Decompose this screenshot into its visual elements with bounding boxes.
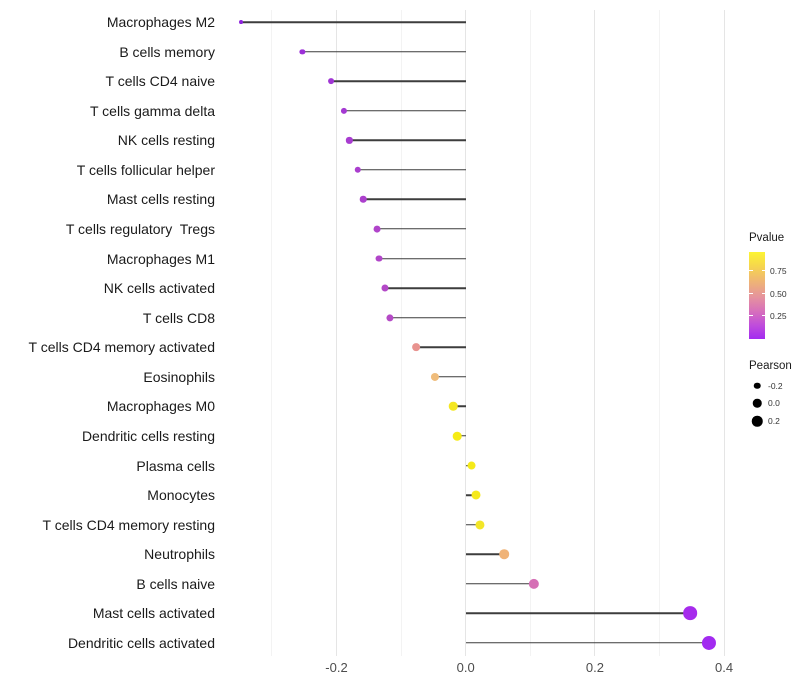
lollipop-dot	[475, 520, 485, 530]
pearson-legend-label: -0.2	[768, 380, 783, 391]
lollipop-stem	[390, 316, 466, 319]
gridline-minor	[659, 10, 660, 656]
lollipop-dot	[471, 490, 481, 500]
category-label: B cells memory	[119, 43, 215, 60]
lollipop-dot	[346, 137, 353, 144]
lollipop-stem	[357, 169, 466, 171]
lollipop-dot	[702, 635, 717, 651]
lollipop-dot	[430, 372, 439, 381]
gridline-minor	[400, 10, 402, 656]
category-label: Macrophages M1	[106, 250, 215, 267]
category-label: NK cells resting	[117, 132, 215, 149]
lollipop-stem	[465, 612, 690, 615]
lollipop-dot	[327, 78, 334, 85]
category-label: B cells naive	[136, 575, 215, 592]
lollipop-stem	[349, 139, 466, 142]
x-tick-label: -0.2	[325, 660, 348, 675]
pearson-legend-title: Pearson	[749, 360, 792, 372]
colorbar-tick	[749, 270, 753, 272]
pearson-legend-dot	[753, 382, 761, 389]
lollipop-stem	[465, 523, 480, 526]
x-tick-label: 0.0	[456, 660, 475, 675]
gridline-minor	[529, 10, 531, 656]
category-label: Macrophages M2	[106, 14, 215, 30]
category-label: Plasma cells	[136, 457, 215, 474]
category-label: Eosinophils	[143, 368, 215, 385]
lollipop-stem	[379, 257, 466, 260]
pearson-legend-label: 0.2	[768, 415, 780, 426]
lollipop-dot	[452, 431, 462, 441]
x-tick-label: 0.4	[715, 660, 734, 675]
lollipop-dot	[354, 166, 362, 174]
colorbar-tick	[761, 270, 765, 272]
gridline-major	[594, 10, 596, 656]
lollipop-stem	[465, 553, 505, 556]
colorbar-tick	[749, 292, 753, 294]
lollipop-stem	[415, 346, 466, 349]
pvalue-colorbar	[749, 252, 765, 339]
lollipop-dot	[449, 402, 458, 411]
lollipop-stem	[384, 287, 466, 289]
pvalue-tick-label: 0.25	[770, 310, 787, 321]
category-label: T cells CD4 memory activated	[28, 339, 215, 356]
colorbar-tick	[749, 315, 753, 317]
category-label: T cells regulatory Tregs	[65, 220, 215, 237]
lollipop-dot	[375, 255, 383, 263]
lollipop-dot	[238, 20, 243, 24]
category-label: Mast cells resting	[106, 191, 215, 208]
lollipop-dot	[381, 284, 389, 292]
pvalue-tick-label: 0.50	[770, 288, 787, 299]
lollipop-stem	[465, 494, 477, 496]
pvalue-tick-label: 0.75	[770, 265, 787, 276]
colorbar-tick	[761, 315, 765, 317]
category-label: Dendritic cells activated	[67, 634, 215, 651]
x-tick-label: 0.2	[585, 660, 604, 675]
category-label: T cells follicular helper	[76, 161, 215, 178]
lollipop-stem	[344, 109, 466, 112]
pearson-legend-label: 0.0	[768, 398, 780, 409]
category-label: Dendritic cells resting	[81, 427, 215, 444]
lollipop-stem	[240, 21, 466, 23]
gridline-major	[723, 10, 725, 656]
lollipop-stem	[302, 50, 466, 53]
lollipop-dot	[359, 196, 367, 203]
lollipop-stem	[465, 583, 535, 585]
category-label: Monocytes	[147, 487, 215, 504]
pvalue-legend-title: Pvalue	[749, 232, 785, 244]
gridline-minor	[271, 10, 273, 656]
pearson-legend-dot	[752, 399, 762, 408]
gridline-major	[336, 10, 337, 656]
lollipop-dot	[299, 48, 305, 55]
category-label: T cells CD4 naive	[105, 73, 215, 90]
lollipop-stem	[434, 376, 466, 378]
pearson-legend-dot	[751, 415, 763, 427]
lollipop-dot	[499, 549, 510, 560]
category-label: T cells CD4 memory resting	[42, 516, 215, 533]
lollipop-stem	[465, 642, 710, 644]
lollipop-dot	[373, 225, 381, 233]
lollipop-dot	[412, 343, 420, 352]
category-label: T cells gamma delta	[89, 102, 215, 119]
gridline-major	[465, 10, 467, 656]
lollipop-dot	[683, 606, 697, 621]
lollipop-dot	[467, 461, 476, 471]
lollipop-dot	[386, 314, 394, 322]
category-label: Neutrophils	[144, 546, 215, 563]
colorbar-tick	[761, 292, 765, 294]
category-label: Mast cells activated	[92, 605, 215, 622]
category-label: Macrophages M0	[106, 398, 215, 415]
category-label: T cells CD8	[142, 309, 215, 326]
lollipop-dot	[529, 578, 540, 589]
category-label: NK cells activated	[103, 280, 215, 297]
lollipop-stem	[377, 228, 466, 230]
lollipop-stem	[362, 198, 466, 201]
lollipop-dot	[341, 107, 348, 114]
lollipop-stem	[453, 405, 466, 408]
lollipop-stem	[330, 80, 466, 82]
